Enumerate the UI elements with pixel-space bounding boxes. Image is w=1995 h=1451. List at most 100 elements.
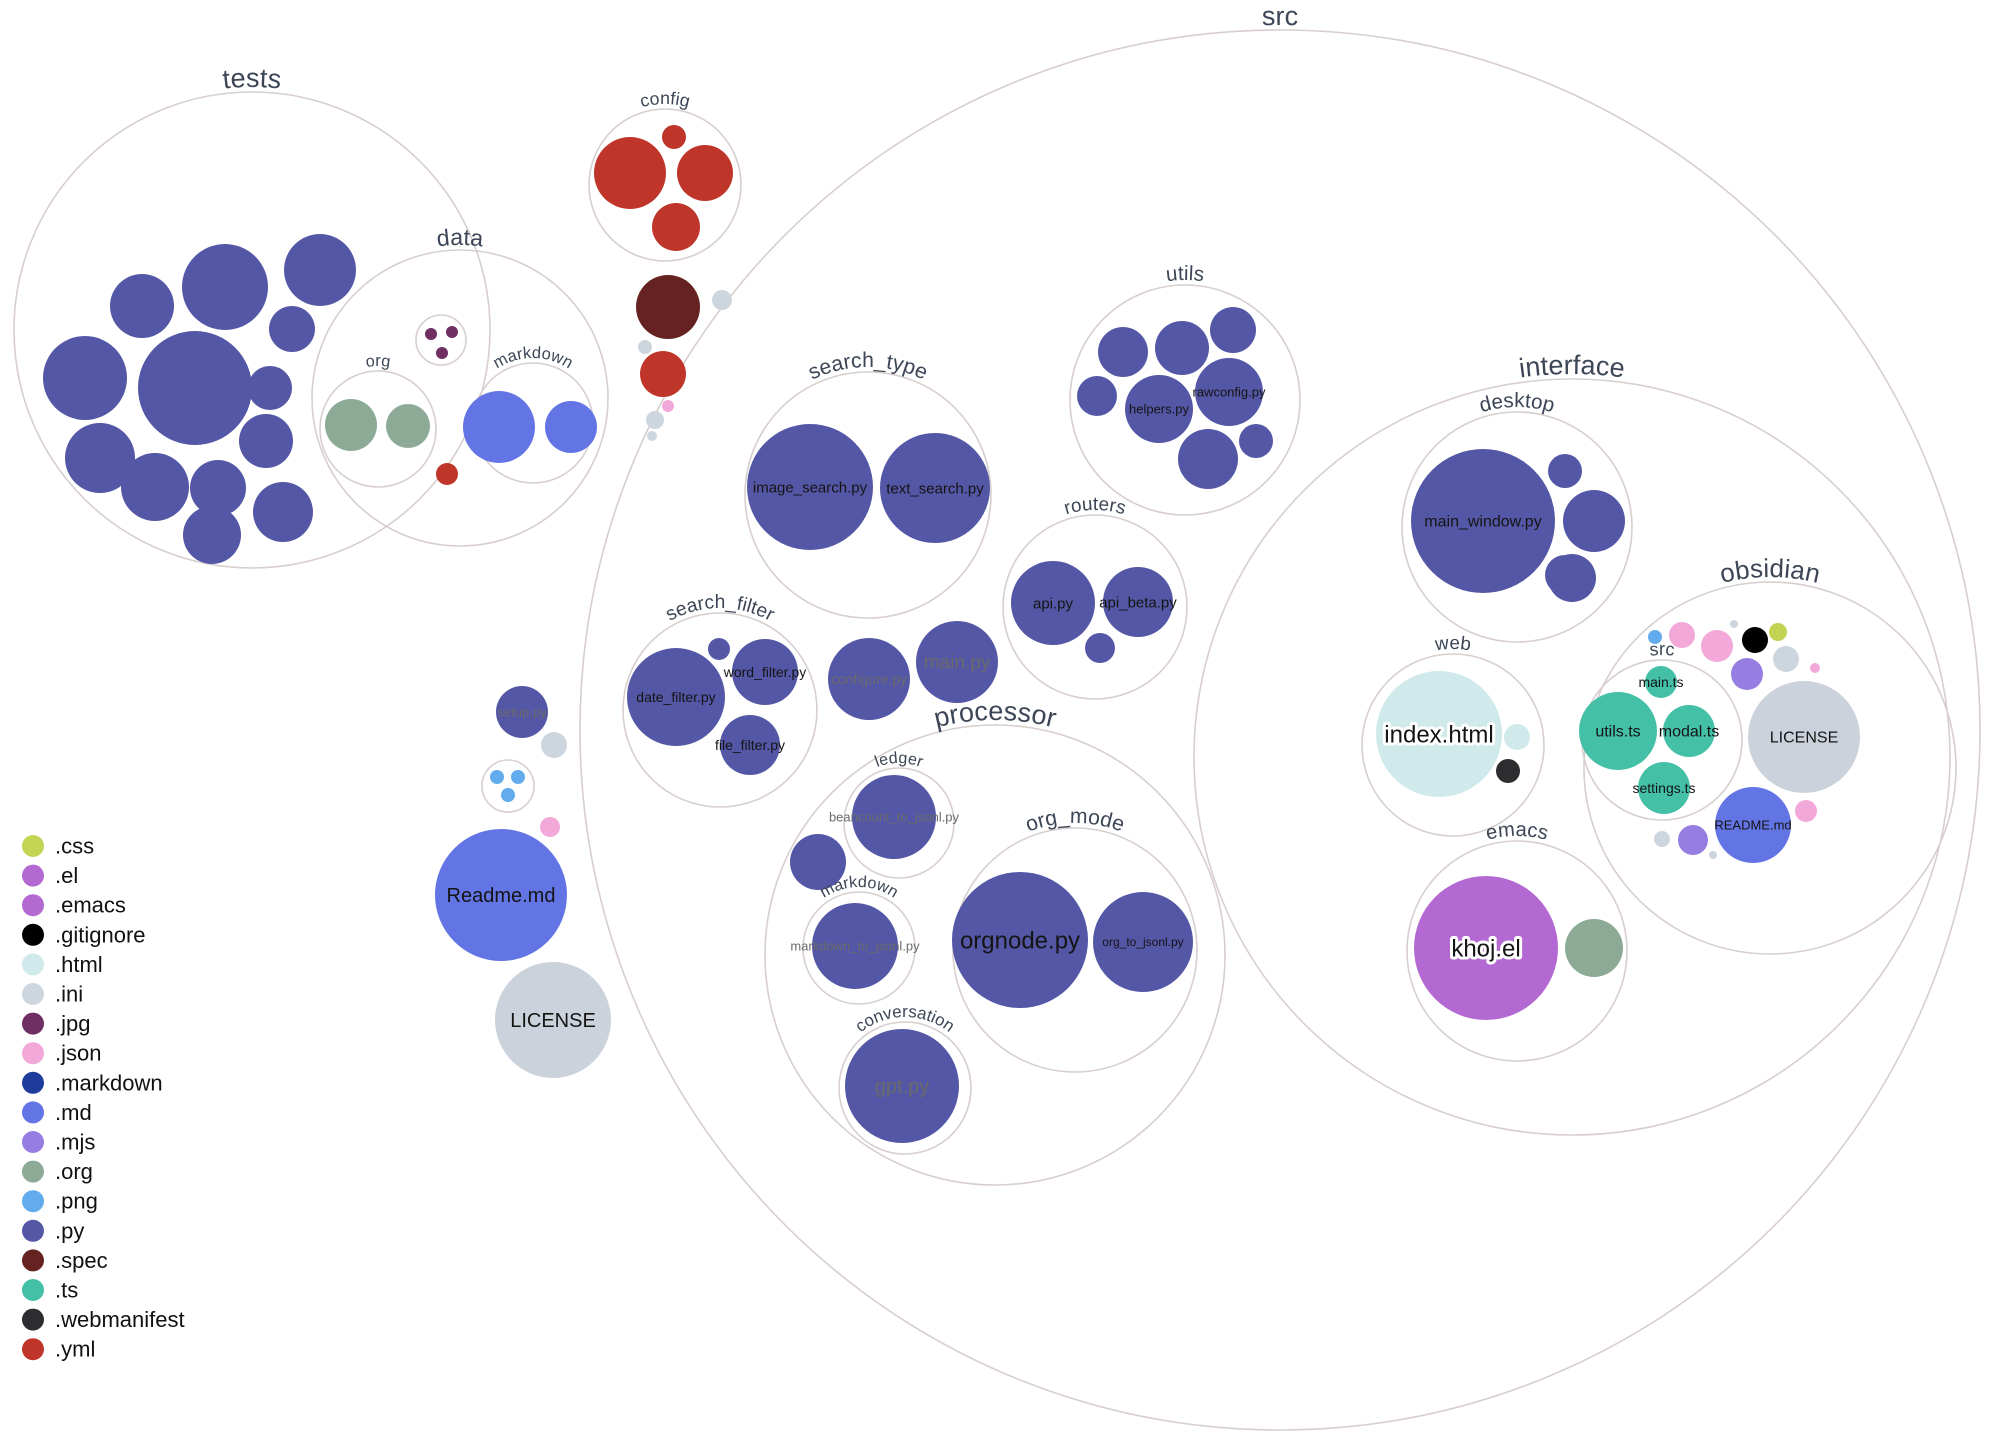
file-circle[interactable] <box>284 234 356 306</box>
file-circle-khoj.el[interactable] <box>1414 876 1558 1020</box>
file-circle[interactable] <box>636 275 700 339</box>
file-circle[interactable] <box>183 506 241 564</box>
file-circle[interactable] <box>652 203 700 251</box>
dir-circle-src[interactable] <box>579 29 1981 1431</box>
dir-circle-tests[interactable] <box>13 91 491 569</box>
file-circle-utils.ts[interactable] <box>1579 692 1657 770</box>
dir-circle-data[interactable] <box>311 249 609 547</box>
dir-circle-emacs[interactable] <box>1406 840 1628 1062</box>
file-circle[interactable] <box>1563 490 1625 552</box>
dir-circle-conversation[interactable] <box>838 1021 972 1155</box>
file-circle[interactable] <box>545 401 597 453</box>
file-circle[interactable] <box>490 770 504 784</box>
file-circle-settings.ts[interactable] <box>1638 762 1690 814</box>
file-circle[interactable] <box>110 274 174 338</box>
dir-circle-org[interactable] <box>319 370 437 488</box>
dir-circle-search_type[interactable] <box>744 371 992 619</box>
file-circle[interactable] <box>1098 327 1148 377</box>
dir-circle-ledger[interactable] <box>843 767 955 879</box>
file-circle-rawconfig.py[interactable] <box>1195 358 1263 426</box>
file-circle-setup.py[interactable] <box>496 686 548 738</box>
file-circle-markdown_to_jsonl.py[interactable] <box>812 903 898 989</box>
file-circle[interactable] <box>708 638 730 660</box>
file-circle-configure.py[interactable] <box>828 638 910 720</box>
dir-circle-utils[interactable] <box>1069 284 1301 516</box>
file-circle[interactable] <box>182 244 268 330</box>
file-circle[interactable] <box>1085 633 1115 663</box>
file-circle-main.py[interactable] <box>916 621 998 703</box>
file-circle-LICENSE[interactable] <box>495 962 611 1078</box>
dir-circle-config[interactable] <box>588 108 742 262</box>
file-circle[interactable] <box>1769 623 1787 641</box>
file-circle[interactable] <box>1795 800 1817 822</box>
file-circle-orgnode.py[interactable] <box>952 872 1088 1008</box>
file-circle-api_beta.py[interactable] <box>1103 567 1173 637</box>
dir-circle-routers[interactable] <box>1002 514 1188 700</box>
file-circle-word_filter.py[interactable] <box>732 639 798 705</box>
file-circle[interactable] <box>253 482 313 542</box>
file-circle-main.ts[interactable] <box>1645 666 1677 698</box>
file-circle[interactable] <box>1210 307 1256 353</box>
file-circle[interactable] <box>1730 620 1738 628</box>
file-circle[interactable] <box>662 125 686 149</box>
file-circle-README.md[interactable] <box>1715 787 1791 863</box>
file-circle[interactable] <box>1654 831 1670 847</box>
file-circle[interactable] <box>1709 851 1717 859</box>
file-circle[interactable] <box>1731 658 1763 690</box>
file-circle-main_window.py[interactable] <box>1411 449 1555 593</box>
file-circle[interactable] <box>1701 630 1733 662</box>
file-circle[interactable] <box>425 328 437 340</box>
file-circle[interactable] <box>501 788 515 802</box>
file-circle[interactable] <box>1545 555 1585 595</box>
dir-circle-web[interactable] <box>1361 653 1545 837</box>
file-circle[interactable] <box>463 391 535 463</box>
file-circle[interactable] <box>1504 724 1530 750</box>
file-circle[interactable] <box>239 414 293 468</box>
dir-circle-obsidian[interactable] <box>1583 581 1957 955</box>
file-circle[interactable] <box>1155 321 1209 375</box>
file-circle[interactable] <box>248 366 292 410</box>
file-circle[interactable] <box>712 290 732 310</box>
file-circle-text_search.py[interactable] <box>880 433 990 543</box>
file-circle[interactable] <box>269 306 315 352</box>
file-circle[interactable] <box>436 463 458 485</box>
file-circle[interactable] <box>325 399 377 451</box>
file-circle[interactable] <box>790 834 846 890</box>
file-circle-Readme.md[interactable] <box>435 829 567 961</box>
file-circle[interactable] <box>1810 663 1820 673</box>
file-circle-index.html[interactable] <box>1376 671 1502 797</box>
file-circle[interactable] <box>1178 429 1238 489</box>
file-circle-gpt.py[interactable] <box>845 1029 959 1143</box>
file-circle[interactable] <box>1648 630 1662 644</box>
file-circle[interactable] <box>43 336 127 420</box>
dir-circle-markdown[interactable] <box>802 891 916 1005</box>
file-circle[interactable] <box>1565 919 1623 977</box>
file-circle[interactable] <box>446 326 458 338</box>
file-circle-LICENSE[interactable] <box>1748 681 1860 793</box>
file-circle[interactable] <box>121 453 189 521</box>
dir-circle-folder[interactable] <box>415 314 467 366</box>
file-circle[interactable] <box>1773 646 1799 672</box>
file-circle-helpers.py[interactable] <box>1125 375 1193 443</box>
file-circle[interactable] <box>1548 454 1582 488</box>
dir-circle-processor[interactable] <box>764 724 1226 1186</box>
file-circle[interactable] <box>190 460 246 516</box>
dir-circle-desktop[interactable] <box>1401 411 1633 643</box>
file-circle[interactable] <box>1239 424 1273 458</box>
file-circle[interactable] <box>1678 825 1708 855</box>
file-circle[interactable] <box>1496 759 1520 783</box>
file-circle[interactable] <box>436 347 448 359</box>
file-circle-file_filter.py[interactable] <box>720 715 780 775</box>
file-circle[interactable] <box>677 145 733 201</box>
dir-circle-folder[interactable] <box>481 759 535 813</box>
file-circle[interactable] <box>540 817 560 837</box>
file-circle[interactable] <box>646 411 664 429</box>
file-circle[interactable] <box>1669 622 1695 648</box>
file-circle[interactable] <box>594 137 666 209</box>
file-circle[interactable] <box>640 351 686 397</box>
file-circle-org_to_jsonl.py[interactable] <box>1093 892 1193 992</box>
file-circle[interactable] <box>386 404 430 448</box>
file-circle[interactable] <box>662 400 674 412</box>
file-circle[interactable] <box>65 423 135 493</box>
dir-circle-interface[interactable] <box>1193 378 1951 1136</box>
